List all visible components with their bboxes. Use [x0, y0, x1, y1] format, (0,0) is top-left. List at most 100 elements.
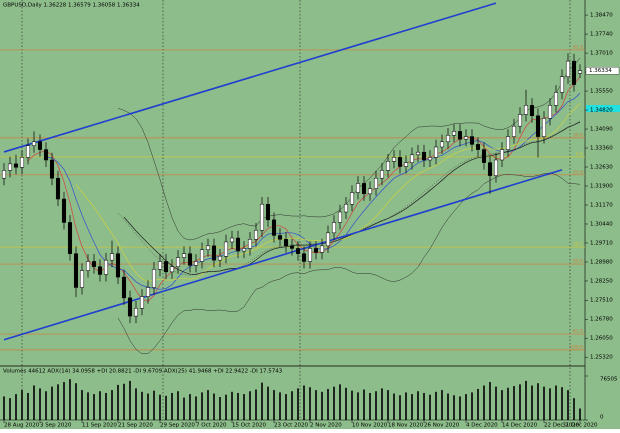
y-tick-label: 1.25320 [590, 355, 613, 361]
candle-body [145, 287, 151, 297]
candle-body [199, 249, 205, 262]
volume-tick-label: 76505 [600, 377, 618, 383]
candle-body [337, 211, 343, 223]
x-tick-label: 7 Oct 2020 [196, 423, 227, 429]
candle-body [577, 70, 583, 74]
candle-body [109, 253, 115, 261]
y-tick-label: 1.34820 [590, 108, 613, 114]
candle-body [325, 232, 331, 247]
candle-body [253, 229, 259, 240]
candle-body [547, 105, 553, 119]
candle-body [385, 161, 391, 171]
candle-body [85, 261, 91, 271]
x-tick-label: 28 Aug 2020 [4, 423, 40, 429]
y-tick-label: 1.26780 [590, 317, 613, 323]
x-tick-label: 14 Dec 2020 [502, 423, 538, 429]
candle-body [403, 162, 409, 167]
y-tick-label: 1.26050 [590, 336, 613, 342]
candle-body [217, 256, 223, 261]
candle-body [487, 162, 493, 176]
candle-body [181, 253, 187, 258]
y-tick-label: 1.29710 [590, 240, 613, 246]
chart-title: GBPUSD,Daily 1.36228 1.36579 1.36058 1.3… [3, 3, 140, 9]
candle-body [25, 145, 31, 158]
candle-body [559, 76, 565, 93]
candle-body [289, 245, 295, 249]
candle-body [103, 259, 109, 275]
candle-body [97, 266, 103, 275]
y-tick-label: 1.28980 [590, 259, 613, 265]
candle-body [535, 115, 541, 137]
candle-body [349, 192, 355, 205]
candle-body [499, 149, 505, 161]
y-tick-label: 1.31900 [590, 184, 613, 190]
x-tick-label: 15 Oct 2020 [232, 423, 267, 429]
candle-body [139, 296, 145, 309]
candle-body [37, 141, 43, 150]
fib-label: 61.8 [573, 44, 583, 50]
candle-body [157, 261, 163, 270]
candle-body [553, 92, 559, 106]
trend-line [3, 169, 563, 341]
bollinger-lower [117, 172, 581, 355]
candle-body [13, 163, 19, 168]
candle-body [49, 159, 55, 179]
candle-body [73, 253, 79, 288]
candle-body [67, 222, 73, 254]
candle-body [301, 253, 307, 262]
candle-body [187, 253, 193, 266]
candle-body [331, 222, 337, 234]
bollinger-upper [117, 57, 581, 241]
x-tick-label: 31 Dec 2020 [562, 423, 598, 429]
candle-body [91, 261, 97, 267]
candle-body [211, 245, 217, 261]
candle-body [529, 105, 535, 117]
candle-body [475, 144, 481, 150]
candle-body [313, 248, 319, 253]
candle-body [469, 136, 475, 145]
last-price-label: 1.36334 [589, 68, 612, 74]
y-tick-label: 1.30440 [590, 221, 613, 227]
candle-body [571, 60, 577, 85]
fib-label: 61.8 [573, 329, 583, 335]
candle-body [229, 237, 235, 243]
x-tick-label: 4 Dec 2020 [466, 423, 498, 429]
x-tick-label: 23 Oct 2020 [274, 423, 309, 429]
x-tick-label: 2 Nov 2020 [310, 423, 342, 429]
candle-body [517, 114, 523, 127]
candle-body [427, 157, 433, 161]
candle-body [565, 60, 571, 77]
y-tick-label: 1.31170 [590, 203, 613, 209]
candle-body [271, 219, 277, 236]
candle-body [397, 157, 403, 167]
x-tick-label: 22 Dec 2020 [544, 423, 580, 429]
x-tick-label: 11 Sep 2020 [82, 423, 117, 429]
x-tick-label: 3 Sep 2020 [40, 423, 72, 429]
candle-body [7, 163, 13, 171]
candle-body [259, 203, 265, 231]
candle-body [295, 248, 301, 254]
y-tick-label: 1.38470 [590, 13, 613, 19]
candle-body [319, 245, 325, 253]
candle-body [355, 183, 361, 193]
x-tick-label: 29 Sep 2020 [160, 423, 195, 429]
candle-body [505, 136, 511, 150]
candle-body [433, 146, 439, 158]
x-tick-label: 10 Nov 2020 [352, 423, 388, 429]
candle-body [451, 131, 457, 136]
x-tick-label: 26 Nov 2020 [424, 423, 460, 429]
candle-body [235, 237, 241, 252]
y-tick-label: 1.32630 [590, 165, 613, 171]
y-tick-label: 1.28250 [590, 278, 613, 284]
candle-body [523, 105, 529, 115]
candle-body [265, 203, 271, 221]
candle-body [367, 188, 373, 195]
candle-body [493, 159, 499, 176]
fib-label: 0.0 [576, 151, 583, 157]
y-tick-label: 1.33360 [590, 146, 613, 152]
candle-body [379, 170, 385, 179]
candle-body [127, 297, 133, 317]
y-tick-label: 1.27510 [590, 298, 613, 304]
volume-tick-label: 0 [600, 415, 604, 421]
